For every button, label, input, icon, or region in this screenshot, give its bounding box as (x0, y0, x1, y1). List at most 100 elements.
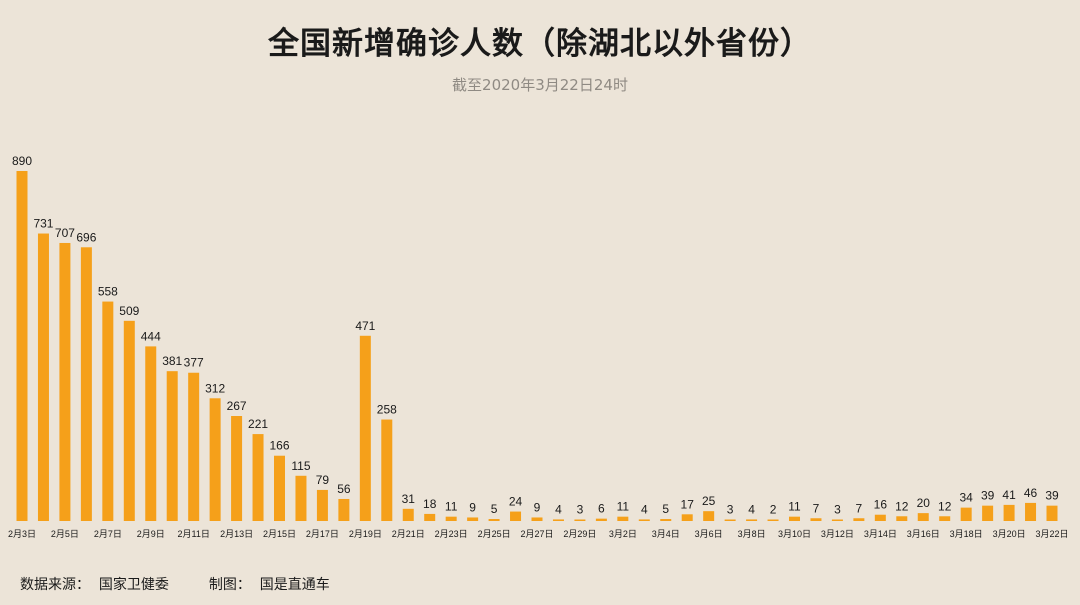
bar (681, 514, 693, 521)
x-tick-label: 2月15日 (263, 529, 296, 539)
bar (1003, 504, 1015, 521)
bar (338, 498, 350, 521)
bar (295, 475, 307, 521)
bar (467, 517, 479, 521)
bar-value-label: 4 (641, 502, 648, 516)
bar-value-label: 12 (895, 499, 909, 513)
bar (853, 518, 865, 521)
x-tick-label: 2月19日 (349, 529, 382, 539)
bar-value-label: 5 (491, 502, 498, 516)
bar (16, 171, 28, 521)
bar-value-label: 9 (469, 500, 476, 514)
bar (939, 516, 951, 521)
bar-value-label: 18 (423, 497, 437, 511)
bar-value-label: 3 (834, 503, 841, 517)
x-tick-label: 2月13日 (220, 529, 253, 539)
bar (59, 242, 71, 521)
bar-value-label: 56 (337, 482, 351, 496)
bar (145, 346, 157, 521)
bar-value-label: 731 (33, 217, 53, 231)
x-tick-label: 2月5日 (51, 529, 79, 539)
bar-value-label: 377 (184, 356, 204, 370)
bar (37, 233, 49, 521)
x-tick-label: 3月18日 (950, 529, 983, 539)
x-tick-label: 2月11日 (177, 529, 209, 539)
chart-producer-note: 制图： 国是直通车 (208, 577, 330, 593)
x-tick-label: 3月14日 (864, 529, 897, 539)
bar (1046, 505, 1058, 521)
bar (316, 489, 328, 521)
bar (488, 519, 500, 521)
bar (445, 516, 457, 521)
x-tick-label: 2月9日 (137, 529, 165, 539)
bar-value-label: 9 (534, 500, 541, 514)
x-tick-label: 2月27日 (520, 529, 553, 539)
x-axis-ticks-group: 2月3日 2月5日 2月7日 2月9日 2月11日 2月13日 2月15日 2月17日 2月19… (8, 529, 1069, 539)
bar (767, 519, 779, 521)
x-tick-label: 3月16日 (907, 529, 940, 539)
bar-value-label: 166 (269, 439, 289, 453)
bar (810, 518, 822, 521)
bar-value-label: 312 (205, 381, 225, 395)
bar-value-label: 79 (316, 473, 330, 487)
bar (724, 519, 736, 521)
x-tick-label: 3月22日 (1035, 529, 1068, 539)
bar-value-label: 39 (981, 489, 995, 503)
bar-value-label: 24 (509, 495, 523, 509)
x-tick-label: 3月8日 (738, 529, 766, 539)
x-tick-label: 3月10日 (778, 529, 811, 539)
x-tick-label: 2月3日 (8, 529, 36, 539)
x-tick-label: 2月7日 (94, 529, 122, 539)
bar (1025, 502, 1037, 521)
bar (123, 320, 135, 521)
bar-value-label: 258 (377, 403, 397, 417)
x-tick-label: 3月20日 (993, 529, 1026, 539)
bar (660, 519, 672, 521)
bar (574, 519, 586, 521)
bar-value-label: 5 (662, 502, 669, 516)
bar (874, 514, 886, 521)
bar (166, 371, 178, 521)
x-tick-label: 2月23日 (435, 529, 468, 539)
bar-value-label: 444 (141, 329, 161, 343)
bar (831, 519, 843, 521)
bar (402, 508, 414, 521)
bar (617, 516, 629, 521)
bar-value-label: 696 (76, 230, 96, 244)
bar-value-label: 2 (770, 503, 777, 517)
bar-value-label: 34 (959, 491, 973, 505)
bar-value-label: 3 (727, 503, 734, 517)
bar (274, 455, 285, 521)
bar (424, 513, 436, 521)
bar-value-label: 17 (681, 497, 695, 511)
bar-value-label: 707 (55, 226, 75, 240)
bar (188, 372, 200, 521)
bar (510, 511, 522, 521)
bar (789, 516, 800, 521)
x-tick-label: 2月29日 (563, 529, 596, 539)
bar-value-label: 11 (617, 500, 630, 514)
bar (638, 519, 650, 521)
bar-value-label: 267 (227, 399, 247, 413)
bar-value-label: 4 (555, 502, 562, 516)
x-tick-label: 3月4日 (652, 529, 680, 539)
bar (381, 419, 393, 521)
x-tick-label: 2月21日 (392, 529, 425, 539)
bar (359, 335, 371, 521)
bar (80, 247, 92, 522)
bar-value-label: 31 (402, 492, 416, 506)
bar-value-label: 558 (98, 285, 118, 299)
footer: 数据来源： 国家卫健委 制图： 国是直通车 (20, 574, 370, 594)
bar (960, 507, 972, 521)
x-tick-label: 3月2日 (609, 529, 637, 539)
bar (231, 416, 243, 521)
bar-value-label: 471 (355, 319, 375, 333)
bar-value-label: 3 (577, 503, 584, 517)
bar (552, 519, 564, 521)
bar (531, 517, 543, 521)
bar-value-label: 221 (248, 417, 268, 431)
bar (595, 518, 607, 521)
bar (209, 398, 221, 521)
bar-value-label: 115 (291, 459, 310, 473)
